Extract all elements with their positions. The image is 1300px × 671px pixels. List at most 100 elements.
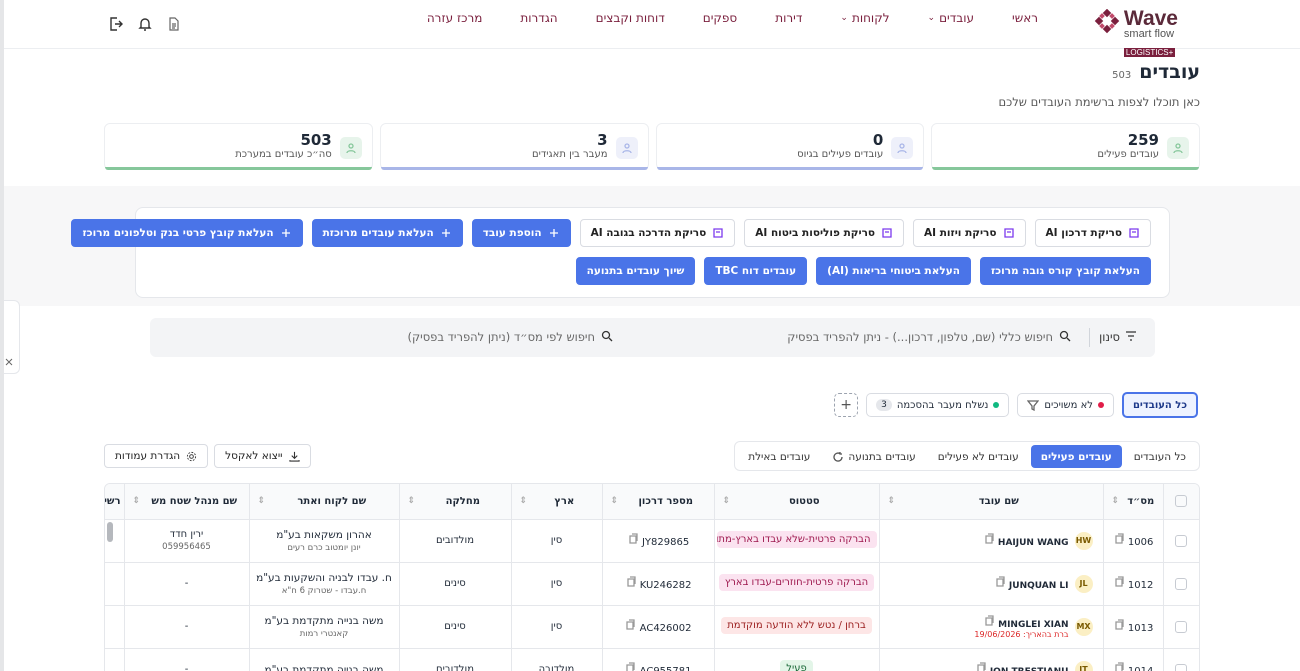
column-label: שם מנהל שטח מש: [151, 495, 238, 507]
action-button[interactable]: סריקת ויזות AI: [913, 219, 1026, 247]
tab[interactable]: עובדים בתנועה: [822, 445, 925, 468]
checkbox[interactable]: [1175, 663, 1188, 671]
action-button[interactable]: הוספת עובד: [471, 219, 571, 247]
sort-icon: ⇕: [257, 495, 266, 506]
page-header: עובדים 503: [1112, 61, 1200, 83]
toolbar: הגדרת עמודות ייצוא לאקסל: [104, 444, 311, 468]
actions-row: העלאת קובץ קורס גובה מרוכז העלאת ביטוחי ב…: [136, 257, 1151, 285]
chip-count: 3: [876, 399, 892, 411]
stat-card: 0 עובדים פעילים בגיוס: [655, 123, 925, 170]
add-chip[interactable]: +: [834, 393, 859, 417]
nav-caret: ⌄: [840, 13, 848, 23]
action-button[interactable]: שיוך עובדים בתנועה: [575, 257, 696, 285]
nav-item[interactable]: ספקים: [703, 11, 737, 25]
page-subtitle: כאן תוכלו לצפות ברשימת העובדים שלכם: [998, 95, 1200, 109]
chip-label: נשלח מעבר בהסכמה: [896, 399, 989, 411]
stat-value: 259: [1127, 131, 1159, 149]
cell: סין: [510, 519, 602, 563]
action-button[interactable]: העלאת קובץ פרטי בנק וטלפונים מרוכז: [71, 219, 303, 247]
avatar: IT: [1074, 660, 1093, 671]
checkbox[interactable]: [1175, 534, 1188, 547]
row-id: 1014: [1128, 666, 1153, 671]
stat-bar: [380, 167, 648, 170]
filter-button[interactable]: סינון: [1099, 330, 1137, 344]
cell: [105, 562, 124, 606]
client: אהרון משקאות בע"מ: [276, 528, 372, 541]
checkbox[interactable]: [1175, 495, 1188, 508]
side-tab[interactable]: [0, 300, 20, 374]
tab[interactable]: עובדים פעילים: [1030, 445, 1122, 468]
name-block: MINGLEI XIAN ברת בהאריך: 19/06/2026: [974, 614, 1069, 639]
checkbox[interactable]: [1175, 620, 1188, 633]
actions-panel: סריקת דרכון AI סריקת ויזות AI סריקת פוליסו…: [71, 207, 1170, 298]
icon: [996, 576, 1005, 587]
bell-icon[interactable]: [137, 16, 153, 32]
nav-item[interactable]: עובדים ⌄: [928, 11, 974, 25]
filter-chip[interactable]: כל העובדים: [1121, 392, 1198, 418]
header-cell[interactable]: ⇕ מס״ד: [1102, 484, 1163, 520]
header-cell[interactable]: ⇕ שם מנהל שטח מש: [123, 484, 249, 520]
action-button[interactable]: סריקת הדרכה בגובה AI: [579, 219, 736, 247]
action-button[interactable]: העלאת ביטוחי בריאות (AI): [816, 257, 971, 285]
table-row: 1014 IT ION TRESTIANU פעיל AC955781 מולדוב…: [105, 648, 1199, 671]
tab[interactable]: עובדים לא פעילים: [928, 445, 1029, 468]
export-button[interactable]: ייצוא לאקסל: [214, 444, 311, 468]
filter-label: סינון: [1099, 330, 1120, 344]
stat-value: 0: [872, 131, 884, 149]
name-block: JUNQUAN LI: [994, 576, 1069, 591]
action-label: העלאת ביטוחי בריאות (AI): [827, 265, 960, 277]
header-cell[interactable]: ⇕ סטטוס: [713, 484, 879, 520]
logo[interactable]: Wave smart flow LOGISTICS+: [1093, 8, 1178, 59]
header-cell[interactable]: ⇕ שם עובד: [878, 484, 1103, 520]
id-search[interactable]: חיפוש לפי מס״ד (ניתן להפריד בפסיק): [407, 330, 613, 344]
icon: [1003, 228, 1014, 238]
cell: [1162, 562, 1199, 606]
cell: הברקה פרטית-שלא עבדו בארץ-מתווה: [713, 519, 879, 563]
icon: [1129, 228, 1139, 238]
action-button[interactable]: העלאת קובץ קורס גובה מרוכז: [979, 257, 1151, 285]
nav-label: ספקים: [702, 11, 738, 25]
icon: [346, 143, 356, 154]
tab[interactable]: עובדים באילת: [738, 445, 820, 468]
cell: 1014: [1102, 648, 1163, 671]
nav-label: מרכז עזרה: [426, 11, 483, 25]
logout-icon[interactable]: [108, 16, 124, 32]
icon: [1115, 533, 1124, 544]
action-button[interactable]: סריקת דרכון AI: [1034, 219, 1151, 247]
nav-item[interactable]: דירות: [775, 11, 802, 25]
header-cell[interactable]: ⇕ ארץ: [510, 484, 602, 520]
header-cell[interactable]: ⇕ מחלקה: [398, 484, 511, 520]
header-cell[interactable]: ⇕ שם לקוח ואתר: [248, 484, 399, 520]
action-button[interactable]: עובדים דוח TBC: [704, 257, 808, 285]
checkbox[interactable]: [1175, 577, 1188, 590]
stat-label: עובדים פעילים בגיוס: [797, 149, 884, 160]
nav-item[interactable]: לקוחות ⌄: [840, 11, 889, 25]
columns-button[interactable]: הגדרת עמודות: [104, 444, 209, 468]
nav-item[interactable]: דוחות וקבצים: [596, 11, 665, 25]
header-cell[interactable]: רשיו: [105, 484, 124, 520]
site: קאנטרי רמות: [299, 628, 349, 639]
nav-item[interactable]: ראשי: [1012, 11, 1038, 25]
divider: [1089, 328, 1090, 347]
general-search[interactable]: חיפוש כללי (שם, טלפון, דרכון...) - ניתן …: [787, 330, 1071, 344]
doc-icon[interactable]: [166, 16, 182, 32]
icon: [441, 229, 450, 237]
filter-icon: [1126, 331, 1136, 341]
icon: [1115, 576, 1124, 587]
filter-chip[interactable]: לא משויכים: [1017, 393, 1114, 417]
action-button[interactable]: העלאת עובדים מרוכזת: [311, 219, 463, 247]
header-cell[interactable]: ⇕ מספר דרכון: [601, 484, 714, 520]
id-search-placeholder: חיפוש לפי מס״ד (ניתן להפריד בפסיק): [407, 330, 595, 344]
nav-item[interactable]: מרכז עזרה: [427, 11, 483, 25]
tab[interactable]: כל העובדים: [1124, 445, 1196, 468]
cell: משה בנייה מתקדמת בע"מ: [248, 648, 399, 671]
nav-label: הגדרות: [520, 11, 558, 25]
filter-chip[interactable]: נשלח מעבר בהסכמה 3: [866, 393, 1010, 417]
nav-item[interactable]: הגדרות: [520, 11, 557, 25]
employee-name: MINGLEI XIAN: [998, 619, 1069, 630]
cell: JL JUNQUAN LI: [878, 562, 1103, 606]
manager: -: [184, 664, 189, 671]
action-button[interactable]: סריקת פוליסות ביטוח AI: [744, 219, 905, 247]
chip-dot: [993, 402, 1000, 408]
